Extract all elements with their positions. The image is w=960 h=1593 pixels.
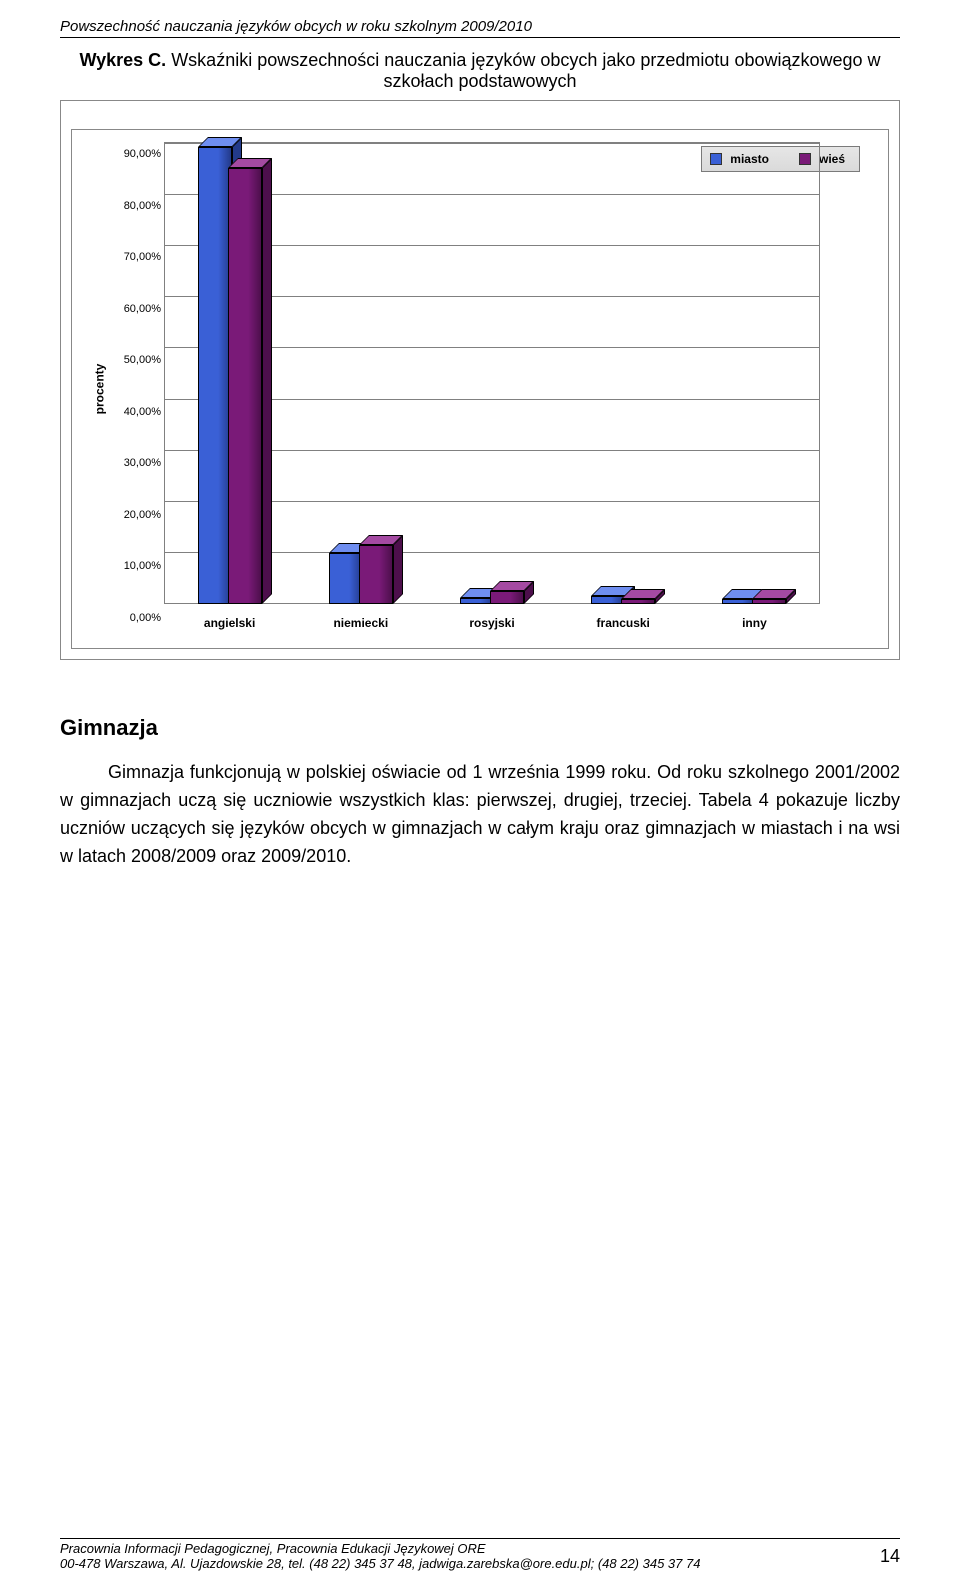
bar-group — [558, 142, 689, 604]
page-number: 14 — [880, 1546, 900, 1567]
y-tick-label: 20,00% — [116, 509, 161, 521]
page-footer: Pracownia Informacji Pedagogicznej, Prac… — [60, 1538, 900, 1571]
y-axis-label: procenty — [92, 364, 106, 415]
y-tick-label: 30,00% — [116, 457, 161, 469]
bar-group — [295, 142, 426, 604]
bar — [198, 147, 232, 604]
y-tick-label: 70,00% — [116, 251, 161, 263]
bar — [460, 598, 494, 604]
footer-line-1: Pracownia Informacji Pedagogicznej, Prac… — [60, 1541, 900, 1556]
body-paragraph: Gimnazja funkcjonują w polskiej oświacie… — [60, 759, 900, 871]
bar — [591, 596, 625, 604]
chart-title-rest: Wskaźniki powszechności nauczania językó… — [166, 50, 880, 91]
doc-header: Powszechność nauczania języków obcych w … — [60, 18, 900, 38]
y-tick-label: 90,00% — [116, 148, 161, 160]
footer-line-2: 00-478 Warszawa, Al. Ujazdowskie 28, tel… — [60, 1556, 900, 1571]
section-heading: Gimnazja — [60, 715, 900, 741]
chart-area: procenty miasto wieś 0,00%10,00%20,00%30… — [71, 129, 889, 649]
y-tick-label: 60,00% — [116, 303, 161, 315]
x-tick-label: rosyjski — [426, 616, 557, 630]
bar — [722, 599, 756, 604]
bar — [228, 168, 262, 604]
bar-group — [426, 142, 557, 604]
y-tick-label: 40,00% — [116, 406, 161, 418]
chart-outer-frame: procenty miasto wieś 0,00%10,00%20,00%30… — [60, 100, 900, 660]
bar — [752, 599, 786, 604]
x-tick-label: niemiecki — [295, 616, 426, 630]
bar-group — [689, 142, 820, 604]
x-ticks: angielskiniemieckirosyjskifrancuskiinny — [164, 616, 820, 630]
bar — [621, 599, 655, 604]
chart-title-lead: Wykres C. — [79, 50, 166, 70]
y-tick-label: 80,00% — [116, 200, 161, 212]
bars-container — [164, 142, 820, 604]
bar — [329, 553, 363, 604]
bar — [359, 545, 393, 604]
y-tick-label: 10,00% — [116, 560, 161, 572]
x-tick-label: inny — [689, 616, 820, 630]
x-tick-label: angielski — [164, 616, 295, 630]
chart-title: Wykres C. Wskaźniki powszechności naucza… — [60, 50, 900, 92]
y-tick-label: 0,00% — [116, 612, 161, 624]
plot-area — [164, 142, 820, 604]
bar-group — [164, 142, 295, 604]
y-tick-label: 50,00% — [116, 354, 161, 366]
legend-label: wieś — [819, 152, 845, 166]
x-tick-label: francuski — [558, 616, 689, 630]
bar — [490, 591, 524, 604]
body-text-content: Gimnazja funkcjonują w polskiej oświacie… — [60, 762, 900, 866]
